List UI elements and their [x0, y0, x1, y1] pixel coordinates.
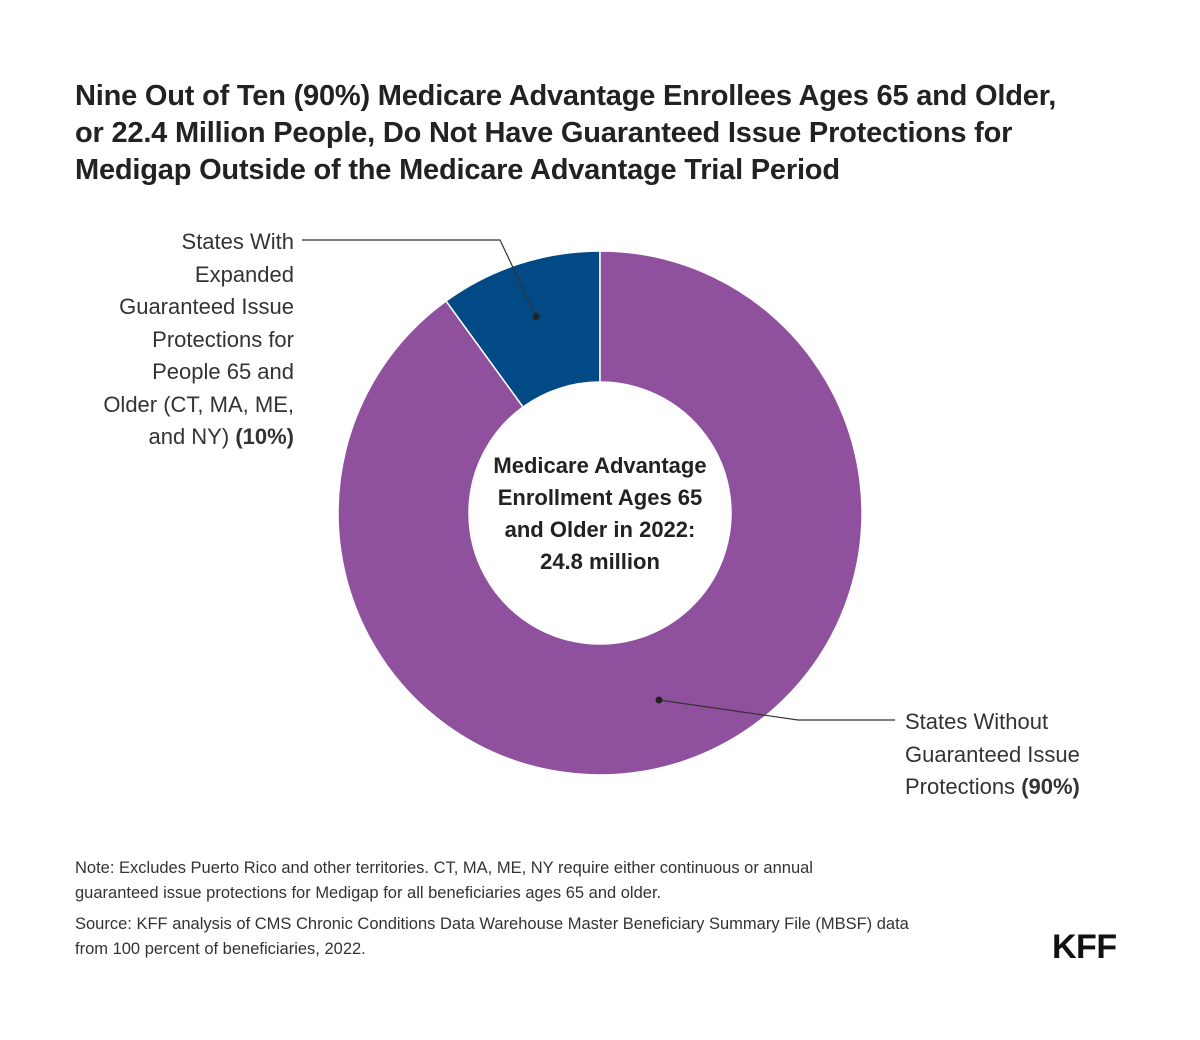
- center-label-line: Medicare Advantage: [493, 453, 707, 478]
- slice-label-line: States With: [181, 229, 294, 254]
- leader-line-expanded-dot: [532, 313, 540, 321]
- source-text: Source: KFF analysis of CMS Chronic Cond…: [75, 912, 1075, 962]
- slice-label-line: Expanded: [194, 261, 294, 287]
- chart-title: Nine Out of Ten (90%) Medicare Advantage…: [75, 78, 1135, 189]
- slice-label-line: Protections for: [152, 326, 294, 352]
- center-label-line: 24.8 million: [540, 549, 660, 574]
- slice-label-without-protections: States Without Guaranteed Issue Protecti…: [905, 706, 1080, 804]
- slice-percent-label: (10%): [235, 424, 294, 449]
- center-label-line: Enrollment Ages 65: [497, 485, 703, 510]
- chart-notes: Note: Excludes Puerto Rico and other ter…: [75, 856, 1075, 968]
- note-line: guaranteed issue protections for Medigap…: [75, 884, 662, 902]
- slice-percent-label: (90%): [1021, 774, 1080, 799]
- source-line: Source: KFF analysis of CMS Chronic Cond…: [75, 915, 909, 933]
- donut-slices: [337, 250, 863, 776]
- slice-label-text: Protections: [905, 774, 1016, 799]
- slice-label-expanded-protections: States With Expanded Guaranteed Issue Pr…: [103, 226, 294, 454]
- chart-title-line: or 22.4 Million People, Do Not Have Guar…: [75, 117, 1013, 149]
- slice-label-line: Guaranteed Issue: [119, 294, 294, 319]
- slice-label-line: People 65 and: [152, 359, 294, 384]
- slice-label-line: Older (CT, MA, ME,: [103, 391, 294, 417]
- chart-title-line: Medigap Outside of the Medicare Advantag…: [75, 154, 840, 186]
- slice-label-line: States Without: [905, 709, 1049, 734]
- note-text: Note: Excludes Puerto Rico and other ter…: [75, 856, 1075, 906]
- slice-label-text: and NY): [148, 424, 230, 449]
- leader-line-expanded: [302, 239, 537, 317]
- donut-center-label: Medicare Advantage Enrollment Ages 65 an…: [470, 450, 730, 578]
- slice-label-line: Protections (90%): [905, 771, 1080, 804]
- chart-title-line: Nine Out of Ten (90%) Medicare Advantage…: [75, 80, 1057, 112]
- note-line: Note: Excludes Puerto Rico and other ter…: [75, 859, 813, 877]
- kff-logo: KFF: [1052, 928, 1117, 966]
- leader-lines: [302, 239, 895, 721]
- center-label-line: and Older in 2022:: [504, 517, 696, 542]
- leader-line-without: [658, 699, 895, 721]
- leader-line-without-dot: [655, 696, 663, 704]
- donut-slice: [337, 250, 863, 776]
- slice-label-line: Guaranteed Issue: [905, 741, 1080, 767]
- slice-label-line: and NY) (10%): [103, 421, 294, 454]
- source-line: from 100 percent of beneficiaries, 2022.: [75, 940, 366, 958]
